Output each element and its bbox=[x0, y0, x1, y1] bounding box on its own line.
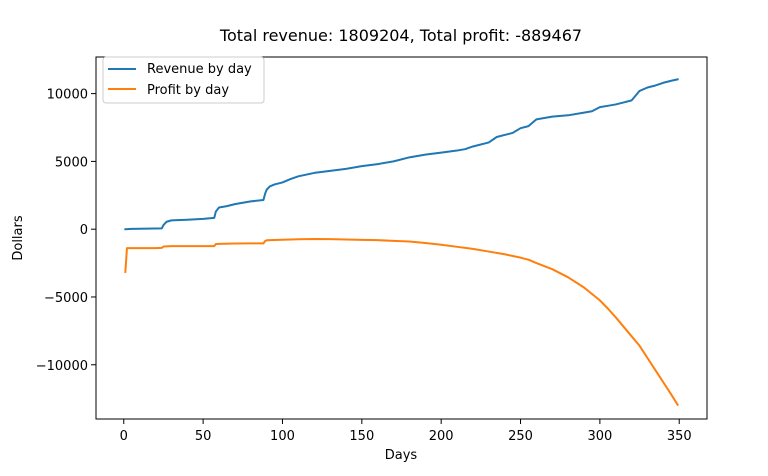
y-tick-label: −10000 bbox=[36, 359, 88, 374]
x-tick-label: 350 bbox=[667, 429, 692, 444]
x-tick-label: 0 bbox=[120, 429, 128, 444]
y-tick-label: −5000 bbox=[44, 291, 88, 306]
legend-label-revenue: Revenue by day bbox=[147, 62, 252, 77]
chart-title: Total revenue: 1809204, Total profit: -8… bbox=[219, 26, 582, 45]
x-tick-label: 150 bbox=[349, 429, 374, 444]
y-tick-label: 0 bbox=[80, 223, 88, 238]
legend-label-profit: Profit by day bbox=[147, 83, 229, 98]
y-axis-label: Dollars bbox=[11, 215, 26, 260]
legend: Revenue by day Profit by day bbox=[102, 56, 265, 104]
plot-frame bbox=[95, 56, 708, 420]
y-tick-label: 10000 bbox=[47, 88, 88, 103]
x-tick-label: 50 bbox=[195, 429, 212, 444]
x-tick-label: 250 bbox=[508, 429, 533, 444]
plot-area-background bbox=[96, 57, 707, 419]
x-tick-label: 300 bbox=[587, 429, 612, 444]
legend-frame bbox=[102, 56, 265, 104]
x-axis: 0 50 100 150 200 250 300 350 bbox=[120, 419, 692, 444]
x-tick-label: 200 bbox=[429, 429, 454, 444]
revenue-by-day-line bbox=[124, 78, 679, 231]
series-layer bbox=[124, 78, 680, 407]
profit-by-day-line bbox=[124, 237, 680, 407]
x-tick-label: 100 bbox=[270, 429, 295, 444]
y-tick-label: 5000 bbox=[55, 155, 88, 170]
y-axis: −10000 −5000 0 5000 10000 bbox=[36, 88, 96, 374]
x-axis-label: Days bbox=[385, 448, 418, 463]
